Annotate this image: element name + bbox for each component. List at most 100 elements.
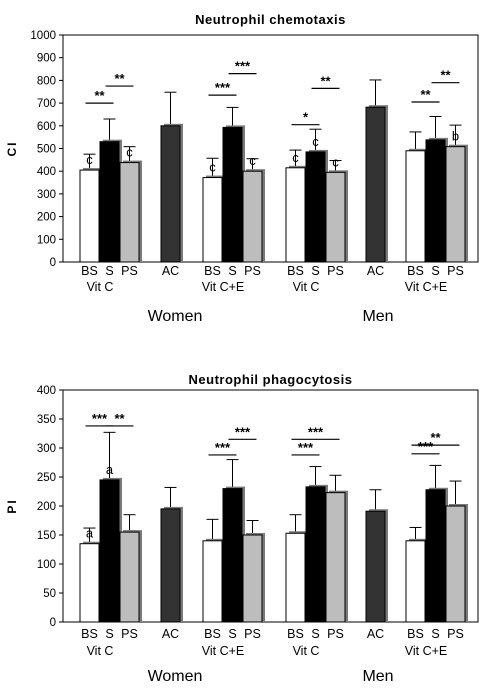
y-tick-label: 1000 — [30, 30, 56, 42]
category-label: PS — [327, 264, 344, 278]
category-label: BS — [81, 627, 98, 641]
category-label: AC — [367, 627, 384, 641]
bar-s — [305, 151, 326, 263]
significance-letter: a — [106, 462, 114, 477]
category-label: S — [228, 627, 236, 641]
y-tick-label: 500 — [37, 144, 56, 156]
category-label: PS — [244, 627, 261, 641]
bar-s — [425, 489, 446, 623]
group-label: Men — [362, 668, 393, 685]
y-tick-label: 200 — [37, 212, 56, 224]
significance-stars: ** — [440, 68, 451, 83]
bar-s — [222, 488, 243, 623]
category-label: PS — [121, 627, 138, 641]
y-tick-label: 100 — [37, 559, 56, 571]
group-label: Women — [148, 308, 203, 325]
subgroup-label: Vit C — [293, 280, 320, 294]
significance-letter: c — [332, 154, 339, 169]
bar-ps — [325, 492, 346, 623]
significance-stars: *** — [92, 411, 108, 426]
phagocytosis-chart: Neutrophil phagocytosis PI 0 50 100 150 200 250… — [5, 372, 479, 685]
y-tick-label: 700 — [37, 98, 56, 110]
y-tick-label: 150 — [37, 530, 56, 542]
category-label: PS — [447, 627, 464, 641]
category-label: BS — [287, 627, 304, 641]
y-tick-label: 800 — [37, 75, 56, 87]
category-label: S — [228, 264, 236, 278]
bar-bs — [79, 169, 100, 263]
y-tick-label: 350 — [37, 414, 56, 426]
y-tick-label: 0 — [50, 617, 56, 629]
category-label: S — [311, 264, 319, 278]
subgroup-label: Vit C+E — [202, 280, 245, 294]
y-tick-label: 0 — [50, 257, 56, 269]
subgroup-label: Vit C — [293, 644, 320, 658]
subgroup-label: Vit C+E — [202, 644, 245, 658]
category-label: PS — [447, 264, 464, 278]
chart-title: Neutrophil phagocytosis — [189, 372, 353, 387]
bar-s — [99, 141, 120, 263]
bar-bs — [405, 540, 426, 623]
y-tick-label: 250 — [37, 472, 56, 484]
significance-letter: c — [312, 134, 319, 149]
bar-ps — [119, 531, 140, 623]
bar-ac — [365, 106, 386, 263]
bar-ps — [445, 505, 466, 623]
group-label: Men — [362, 308, 393, 325]
significance-stars: *** — [235, 424, 251, 439]
bar-s — [305, 486, 326, 623]
y-axis-label: CI — [5, 141, 19, 157]
y-tick-label: 200 — [37, 501, 56, 513]
significance-stars: ** — [320, 73, 331, 88]
bar-ps — [242, 534, 263, 623]
category-label: BS — [204, 627, 221, 641]
significance-stars: *** — [235, 59, 251, 74]
subgroup-label: Vit C+E — [405, 644, 448, 658]
significance-stars: *** — [418, 439, 434, 454]
category-label: AC — [162, 264, 179, 278]
y-tick-label: 300 — [37, 189, 56, 201]
subgroup-label: Vit C — [87, 280, 114, 294]
significance-stars: ** — [430, 430, 441, 445]
category-label: BS — [407, 627, 424, 641]
significance-letter: b — [452, 129, 459, 144]
y-tick-label: 400 — [37, 166, 56, 178]
bar-bs — [79, 543, 100, 623]
category-label: S — [431, 627, 439, 641]
bar-ac — [160, 508, 181, 623]
bar-ac — [365, 510, 386, 623]
bar-ps — [242, 170, 263, 263]
category-label: BS — [407, 264, 424, 278]
significance-stars: *** — [308, 424, 324, 439]
y-tick-label: 600 — [37, 121, 56, 133]
y-tick-label: 300 — [37, 443, 56, 455]
significance-stars: *** — [298, 440, 314, 455]
chart-title: Neutrophil chemotaxis — [195, 12, 346, 27]
category-label: PS — [121, 264, 138, 278]
significance-letter: c — [86, 152, 93, 167]
significance-letter: c — [126, 145, 133, 160]
subgroup-label: Vit C — [87, 644, 114, 658]
y-tick-label: 400 — [37, 385, 56, 397]
category-label: S — [105, 264, 113, 278]
category-label: BS — [204, 264, 221, 278]
significance-letter: c — [249, 153, 256, 168]
significance-stars: ** — [114, 71, 125, 86]
significance-stars: *** — [215, 440, 231, 455]
category-label: PS — [244, 264, 261, 278]
category-label: S — [105, 627, 113, 641]
category-label: PS — [327, 627, 344, 641]
chemotaxis-chart: Neutrophil chemotaxis CI 0 100 200 300 400 500 6… — [5, 12, 479, 325]
group-label: Women — [148, 668, 203, 685]
category-label: BS — [287, 264, 304, 278]
bar-bs — [405, 150, 426, 263]
category-label: S — [311, 627, 319, 641]
significance-stars: * — [303, 110, 309, 125]
bar-ac — [160, 125, 181, 263]
significance-stars: ** — [94, 88, 105, 103]
y-tick-label: 50 — [43, 588, 56, 600]
bar-ps — [325, 171, 346, 263]
bar-bs — [202, 540, 223, 623]
significance-stars: ** — [114, 411, 125, 426]
